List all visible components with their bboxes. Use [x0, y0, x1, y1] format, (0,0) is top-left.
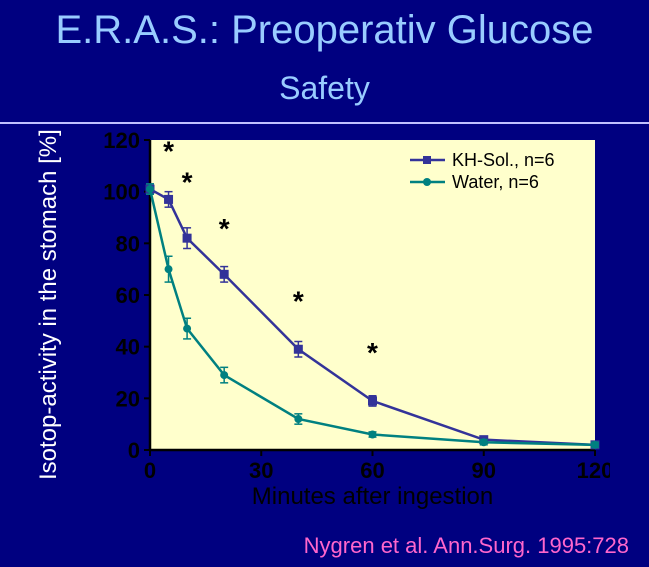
svg-text:120: 120 [577, 458, 610, 483]
slide-title: E.R.A.S.: Preoperativ Glucose [0, 8, 649, 53]
chart: 0 20 40 60 80 100 120 0 30 60 90 120 Minutes after i… [80, 130, 610, 510]
svg-text:*: * [367, 337, 378, 368]
svg-text:0: 0 [128, 438, 140, 463]
svg-text:120: 120 [103, 130, 140, 153]
y-axis-label: Isotop-activity in the stomach [%] [35, 129, 63, 480]
svg-text:40: 40 [116, 335, 140, 360]
svg-text:30: 30 [249, 458, 273, 483]
svg-text:60: 60 [360, 458, 384, 483]
chart-svg: 0 20 40 60 80 100 120 0 30 60 90 120 Minutes after i… [80, 130, 610, 510]
svg-text:KH-Sol., n=6: KH-Sol., n=6 [452, 150, 555, 170]
svg-text:*: * [182, 167, 193, 198]
y-axis-label-container: Isotop-activity in the stomach [%] [10, 110, 40, 490]
svg-text:80: 80 [116, 231, 140, 256]
svg-text:60: 60 [116, 283, 140, 308]
svg-text:*: * [293, 286, 304, 317]
svg-text:100: 100 [103, 180, 140, 205]
slide: E.R.A.S.: Preoperativ Glucose Safety Iso… [0, 0, 649, 567]
svg-text:Minutes after ingestion: Minutes after ingestion [252, 483, 493, 510]
svg-text:90: 90 [472, 458, 496, 483]
svg-text:*: * [219, 213, 230, 244]
svg-text:0: 0 [144, 458, 156, 483]
divider [0, 122, 649, 124]
svg-text:Water, n=6: Water, n=6 [452, 172, 539, 192]
citation: Nygren et al. Ann.Surg. 1995:728 [304, 533, 629, 559]
svg-text:20: 20 [116, 386, 140, 411]
slide-subtitle: Safety [0, 70, 649, 107]
svg-text:*: * [163, 136, 174, 167]
